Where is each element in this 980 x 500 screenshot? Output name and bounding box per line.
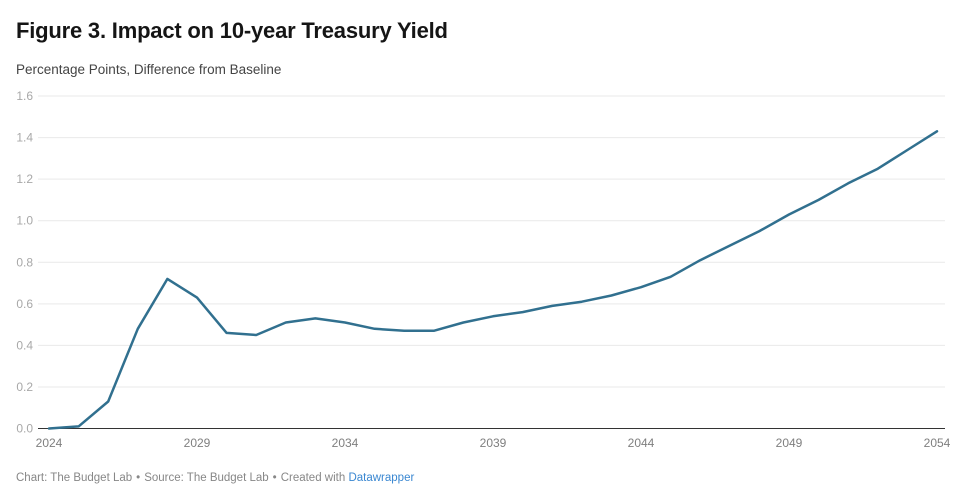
created-with-text: Created with: [280, 472, 346, 484]
y-tick-label: 0.4: [16, 338, 33, 352]
attribution-footer: Chart: The Budget Lab • Source: The Budget…: [16, 472, 414, 484]
y-tick-label: 0.6: [16, 297, 33, 311]
x-tick-label: 2034: [332, 436, 359, 450]
y-tick-label: 1.6: [16, 89, 33, 103]
chart-subtitle: Percentage Points, Difference from Basel…: [16, 62, 282, 77]
y-tick-label: 0.8: [16, 255, 33, 269]
x-tick-label: 2054: [924, 436, 951, 450]
x-tick-label: 2029: [184, 436, 211, 450]
datawrapper-link[interactable]: Datawrapper: [348, 472, 415, 484]
footer-separator: •: [272, 472, 277, 484]
source-credit: Source: The Budget Lab: [144, 472, 269, 484]
chart-title: Figure 3. Impact on 10-year Treasury Yie…: [16, 18, 448, 43]
y-tick-label: 0.0: [16, 422, 33, 436]
footer-separator: •: [136, 472, 141, 484]
x-tick-label: 2044: [628, 436, 655, 450]
chart-credit: Chart: The Budget Lab: [16, 472, 133, 484]
y-tick-label: 1.0: [16, 214, 33, 228]
treasury-yield-line: [47, 130, 939, 430]
y-tick-label: 1.4: [16, 131, 33, 145]
y-tick-label: 1.2: [16, 172, 33, 186]
line-chart: 0.0 0.2 0.4 0.6 0.8 1.0 1.2 1.4 1.6 2024 2029 2034 2…: [16, 89, 951, 450]
x-tick-label: 2039: [480, 436, 507, 450]
x-tick-label: 2024: [36, 436, 63, 450]
x-tick-label: 2049: [776, 436, 803, 450]
y-tick-label: 0.2: [16, 380, 33, 394]
